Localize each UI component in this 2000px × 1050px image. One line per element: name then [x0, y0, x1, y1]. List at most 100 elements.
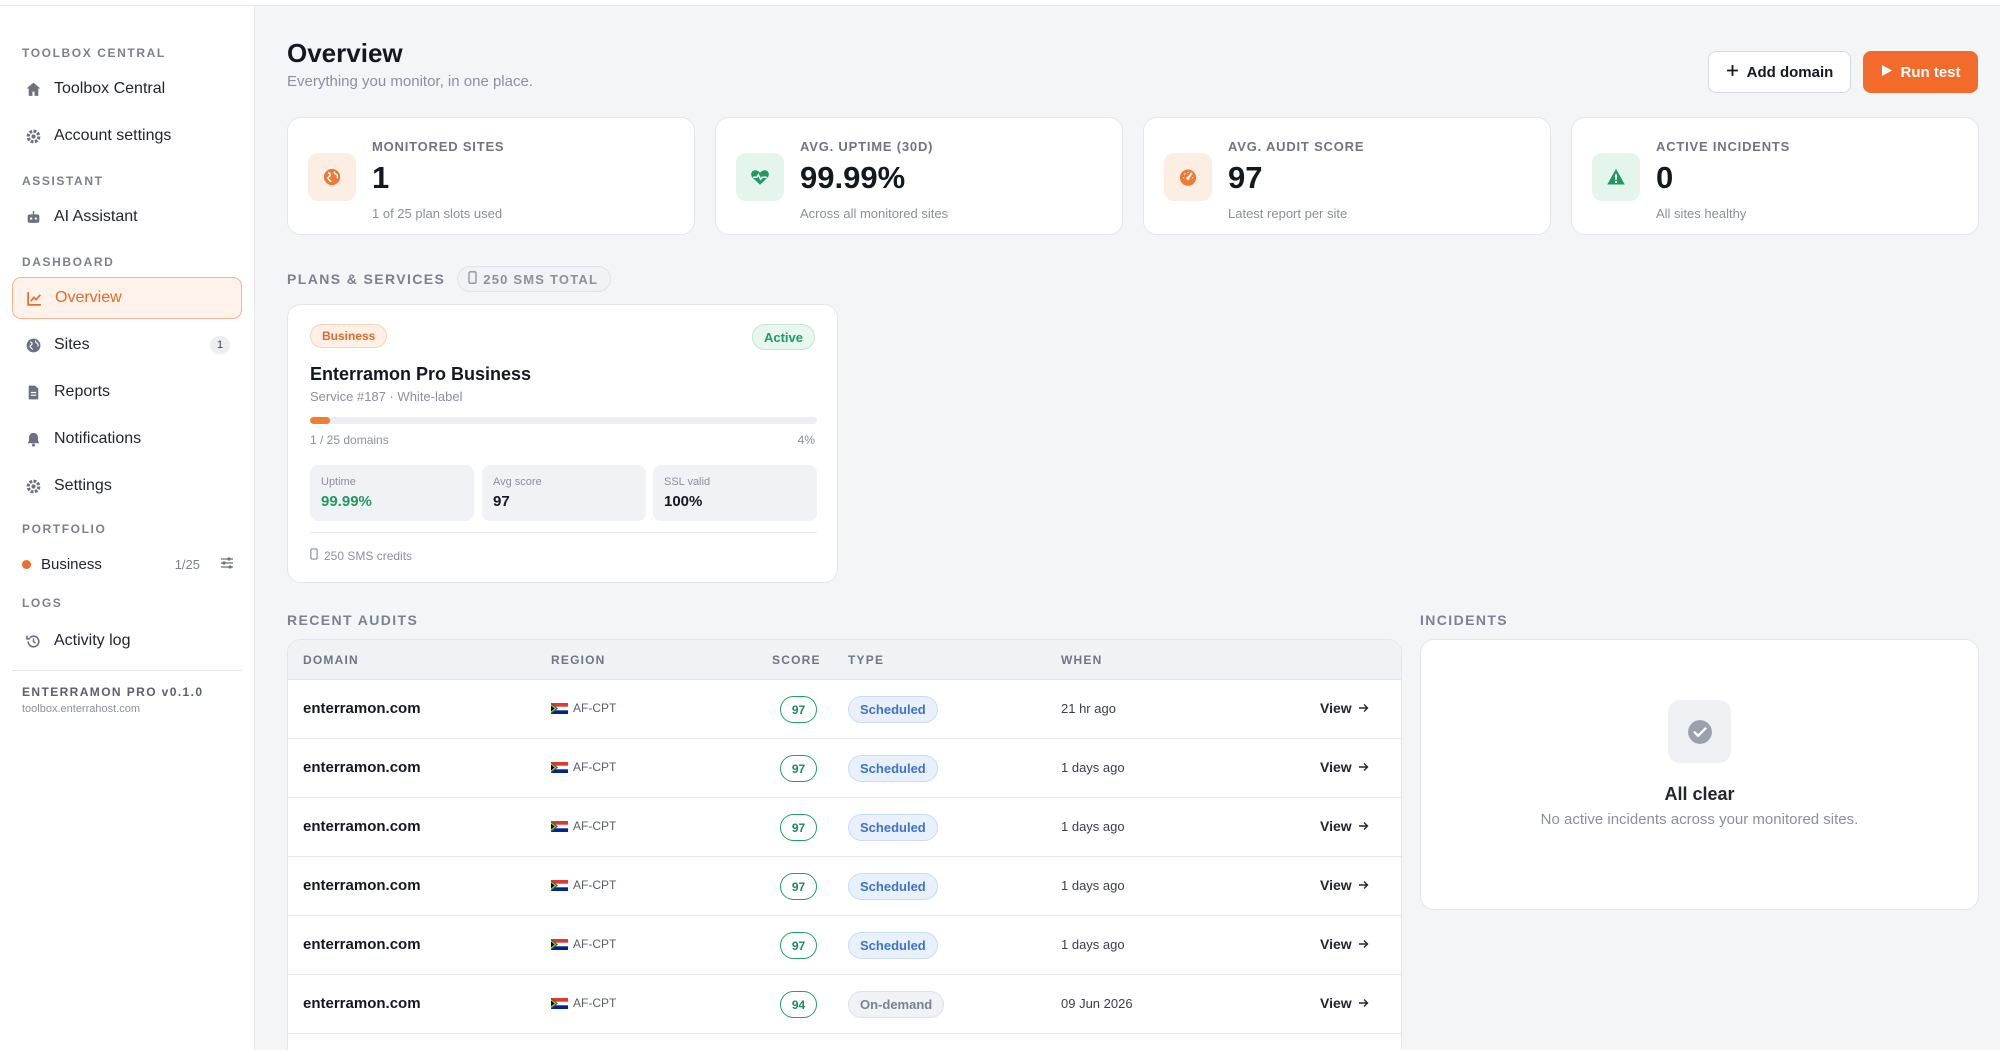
sidebar-item-sites[interactable]: Sites 1	[12, 324, 242, 366]
audit-type-badge: Scheduled	[848, 696, 938, 723]
domains-used: 1 / 25 domains	[310, 433, 389, 447]
audit-region: AF-CPT	[551, 760, 616, 774]
sidebar-item-overview[interactable]: Overview	[12, 277, 242, 319]
document-icon	[24, 383, 42, 401]
app-host: toolbox.enterrahost.com	[22, 703, 141, 715]
view-audit-link[interactable]: View	[1320, 936, 1369, 952]
usage-percent: 4%	[797, 433, 815, 447]
column-header-score[interactable]: SCORE	[772, 653, 821, 667]
audit-score-badge: 97	[780, 755, 817, 782]
audit-domain[interactable]: enterramon.com	[303, 936, 421, 953]
audit-when: 1 days ago	[1061, 937, 1125, 952]
incidents-panel: All clear No active incidents across you…	[1420, 639, 1979, 910]
view-audit-link[interactable]: View	[1320, 700, 1369, 716]
page-subtitle: Everything you monitor, in one place.	[287, 73, 533, 90]
sidebar-item-label: Reports	[54, 383, 111, 400]
arrow-right-icon	[1358, 700, 1369, 716]
sidebar-item-label: Settings	[54, 477, 112, 494]
run-test-button[interactable]: Run test	[1863, 51, 1978, 93]
audit-region: AF-CPT	[551, 996, 616, 1010]
stat-card-avg-uptime[interactable]: AVG. UPTIME (30D) 99.99% Across all moni…	[715, 117, 1123, 235]
heartbeat-icon	[736, 153, 784, 201]
stat-value: 97	[1228, 160, 1263, 195]
sidebar-item-ai-assistant[interactable]: AI Assistant	[12, 196, 242, 238]
sidebar-divider	[12, 670, 242, 671]
audit-domain[interactable]: enterramon.com	[303, 877, 421, 894]
view-audit-link[interactable]: View	[1320, 877, 1369, 893]
audit-when: 09 Jun 2026	[1061, 996, 1133, 1011]
section-label-toolbox: TOOLBOX CENTRAL	[22, 46, 166, 60]
view-audit-link[interactable]: View	[1320, 995, 1369, 1011]
view-label: View	[1320, 995, 1352, 1011]
view-audit-link[interactable]: View	[1320, 759, 1369, 775]
audit-region: AF-CPT	[551, 819, 616, 833]
south-africa-flag-icon	[551, 879, 568, 891]
plan-divider	[310, 532, 817, 533]
sidebar-item-settings[interactable]: Settings	[12, 465, 242, 507]
table-row[interactable]: enterramon.com AF-CPT 97 Scheduled 1 days ag…	[288, 739, 1401, 798]
portfolio-item-business[interactable]: Business 1/25	[12, 546, 242, 582]
table-row[interactable]: enterramon.com AF-CPT 94 On-demand 09 Jun 20…	[288, 975, 1401, 1034]
page-title: Overview	[287, 38, 403, 68]
table-row[interactable]: enterramon.com AF-CPT 97 Scheduled 1 days ag…	[288, 798, 1401, 857]
audit-domain[interactable]: enterramon.com	[303, 759, 421, 776]
view-label: View	[1320, 700, 1352, 716]
audit-region: AF-CPT	[551, 937, 616, 951]
table-row[interactable]: enterramon.com AF-CPT 97 Scheduled 1 days ag…	[288, 916, 1401, 975]
add-domain-label: Add domain	[1746, 63, 1834, 81]
audit-domain[interactable]: enterramon.com	[303, 995, 421, 1012]
mini-stat-uptime: Uptime 99.99%	[310, 465, 474, 521]
column-header-region[interactable]: REGION	[551, 653, 606, 667]
add-domain-button[interactable]: Add domain	[1708, 51, 1851, 93]
plan-tier-tag: Business	[310, 324, 388, 348]
stat-card-monitored-sites[interactable]: MONITORED SITES 1 1 of 25 plan slots use…	[287, 117, 695, 235]
mini-stat-value: 99.99%	[321, 493, 372, 510]
sidebar-item-toolbox-central[interactable]: Toolbox Central	[12, 68, 242, 110]
incidents-empty-title: All clear	[1664, 784, 1735, 804]
sidebar-item-reports[interactable]: Reports	[12, 371, 242, 413]
sms-credits: 250 SMS credits	[310, 548, 412, 563]
audit-region: AF-CPT	[551, 878, 616, 892]
view-audit-link[interactable]: View	[1320, 818, 1369, 834]
sidebar-item-activity-log[interactable]: Activity log	[12, 620, 242, 662]
audit-score-badge: 97	[780, 932, 817, 959]
window-top-edge	[0, 0, 2000, 6]
stat-label: MONITORED SITES	[372, 139, 505, 154]
sidebar-item-account-settings[interactable]: Account settings	[12, 115, 242, 157]
plan-card[interactable]: Business Active Enterramon Pro Business …	[287, 304, 838, 583]
audit-domain[interactable]: enterramon.com	[303, 700, 421, 717]
column-header-when[interactable]: WHEN	[1061, 653, 1103, 667]
view-label: View	[1320, 759, 1352, 775]
incidents-title: INCIDENTS	[1420, 612, 1509, 628]
plus-icon	[1726, 64, 1739, 81]
audit-region-code: AF-CPT	[573, 760, 617, 774]
mini-stat-label: Uptime	[321, 476, 356, 488]
mini-stat-label: SSL valid	[664, 476, 711, 488]
stat-card-avg-audit-score[interactable]: AVG. AUDIT SCORE 97 Latest report per si…	[1143, 117, 1551, 235]
globe-icon	[24, 336, 42, 354]
table-row[interactable]: enterramon.com AF-CPT 97 Scheduled 1 days ag…	[288, 857, 1401, 916]
stat-card-active-incidents[interactable]: ACTIVE INCIDENTS 0 All sites healthy	[1571, 117, 1979, 235]
audit-region-code: AF-CPT	[573, 878, 617, 892]
sidebar-item-notifications[interactable]: Notifications	[12, 418, 242, 460]
section-label-portfolio: PORTFOLIO	[22, 522, 107, 536]
table-body: enterramon.com AF-CPT 97 Scheduled 21 hr ago…	[288, 680, 1401, 1034]
arrow-right-icon	[1358, 759, 1369, 775]
column-header-type[interactable]: TYPE	[848, 653, 885, 667]
table-row[interactable]: enterramon.com AF-CPT 97 Scheduled 21 hr ago…	[288, 680, 1401, 739]
section-label-assistant: ASSISTANT	[22, 174, 104, 188]
audit-type-badge: Scheduled	[848, 814, 938, 841]
arrow-right-icon	[1358, 877, 1369, 893]
sms-total-pill: 250 SMS TOTAL	[457, 266, 612, 292]
arrow-right-icon	[1358, 936, 1369, 952]
sidebar-item-label: Activity log	[54, 632, 131, 649]
column-header-domain[interactable]: DOMAIN	[303, 653, 359, 667]
audit-domain[interactable]: enterramon.com	[303, 818, 421, 835]
audit-region-code: AF-CPT	[573, 701, 617, 715]
sliders-icon[interactable]	[220, 556, 234, 574]
audit-when: 1 days ago	[1061, 819, 1125, 834]
sidebar-item-label: Account settings	[54, 127, 172, 144]
audit-score-badge: 97	[780, 814, 817, 841]
domain-usage-bar	[310, 417, 817, 424]
portfolio-name: Business	[41, 555, 102, 573]
